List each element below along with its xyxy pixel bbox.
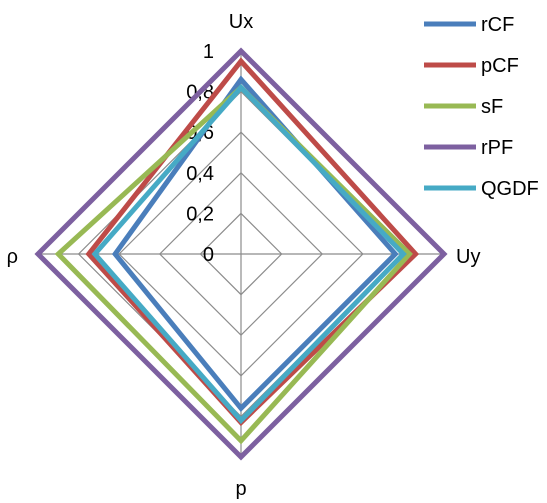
axis-label-p: p: [235, 478, 246, 500]
axis-label-uy: Uy: [456, 246, 480, 268]
tick-label-0: 0: [203, 244, 214, 266]
series-sf: [54, 84, 413, 445]
legend-label-sf: sF: [481, 96, 503, 118]
grid-ring-3: [118, 131, 364, 377]
legend-label-rcf: rCF: [481, 14, 514, 36]
tick-label-5: 1: [203, 41, 214, 63]
axis-label-rho: ρ: [7, 246, 18, 268]
axis-label-ux: Ux: [229, 11, 253, 33]
legend-label-pcf: pCF: [481, 55, 519, 77]
legend: rCF pCF sF rPF QGDF: [424, 14, 539, 200]
legend-label-qgdf: QGDF: [481, 178, 539, 200]
radar-grid: [37, 50, 445, 458]
series-polygons: [34, 47, 448, 461]
series-rpf: [34, 47, 448, 461]
series-qgdf: [91, 83, 407, 425]
tick-label-2: 0,4: [186, 163, 214, 185]
tick-label-1: 0,2: [186, 203, 214, 225]
grid-ring-1: [199, 212, 283, 296]
grid-ring-2: [158, 171, 324, 337]
series-pcf: [85, 57, 420, 427]
legend-label-rpf: rPF: [481, 137, 513, 159]
